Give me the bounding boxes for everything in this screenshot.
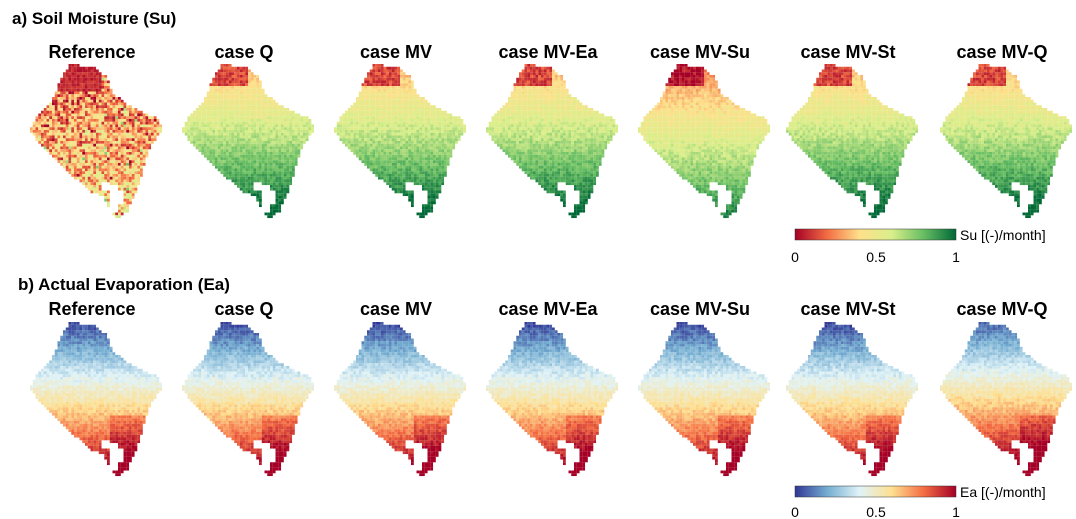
panel-title: case MV-Q [956, 299, 1047, 319]
maps-soil-moisture [30, 64, 1073, 219]
map-panel-6 [786, 322, 919, 477]
panel-titles-evaporation: Reference case Q case MV case MV-Ea case… [48, 299, 1047, 319]
panel-title: case MV-St [800, 42, 895, 62]
colorbar-tick: 0.5 [866, 504, 886, 519]
map-panel-7 [940, 64, 1073, 219]
map-panel-5 [638, 322, 771, 477]
map-panel-4 [486, 64, 619, 219]
map-panel-3 [334, 64, 467, 219]
panel-title: case MV-St [800, 299, 895, 319]
panel-title: case Q [214, 42, 273, 62]
section-title-evaporation: b) Actual Evaporation (Ea) [18, 275, 230, 294]
colorbar-soil-moisture [794, 228, 957, 241]
panel-title: case MV-Q [956, 42, 1047, 62]
colorbar-tick: 1 [952, 249, 960, 265]
map-panel-7 [940, 322, 1073, 477]
panel-title: case MV-Su [650, 299, 750, 319]
map-panel-1 [30, 322, 163, 477]
map-panel-2 [182, 64, 315, 219]
colorbar-label: Ea [(-)/month] [960, 484, 1046, 500]
section-title-soil-moisture: a) Soil Moisture (Su) [12, 9, 176, 28]
colorbar-tick: 0 [791, 249, 799, 265]
maps-evaporation [30, 322, 1073, 477]
panel-title: Reference [48, 299, 135, 319]
map-panel-4 [486, 322, 619, 477]
colorbar-evaporation [794, 485, 957, 498]
panel-title: case MV-Ea [498, 42, 598, 62]
panel-title: case MV [360, 42, 432, 62]
map-panel-5 [638, 64, 771, 219]
panel-title: case MV [360, 299, 432, 319]
map-panel-6 [786, 64, 919, 219]
colorbar-tick: 1 [952, 504, 960, 519]
colorbar-tick: 0.5 [866, 249, 886, 265]
panel-title: case Q [214, 299, 273, 319]
map-panel-2 [182, 322, 315, 477]
colorbar-tick: 0 [791, 504, 799, 519]
map-panel-1 [30, 64, 163, 219]
panel-title: Reference [48, 42, 135, 62]
panel-title: case MV-Su [650, 42, 750, 62]
map-panel-3 [334, 322, 467, 477]
panel-titles-soil-moisture: Reference case Q case MV case MV-Ea case… [48, 42, 1047, 62]
colorbar-label: Su [(-)/month] [960, 227, 1046, 243]
panel-title: case MV-Ea [498, 299, 598, 319]
